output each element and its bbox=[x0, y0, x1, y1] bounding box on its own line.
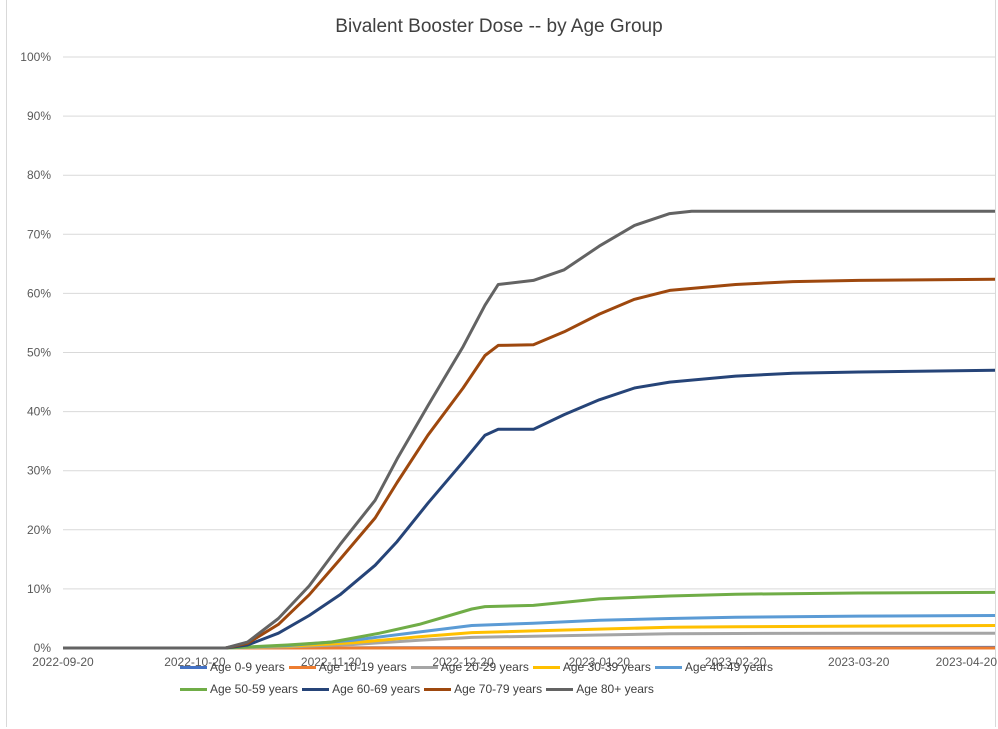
legend-swatch bbox=[180, 665, 207, 669]
legend-label: Age 70-79 years bbox=[454, 682, 543, 696]
legend-item: Age 20-29 years bbox=[410, 660, 529, 674]
legend-label: Age 10-19 years bbox=[318, 660, 407, 674]
y-tick-label: 40% bbox=[27, 405, 51, 419]
legend-label: Age 20-29 years bbox=[440, 660, 529, 674]
legend-item: Age 0-9 years bbox=[180, 660, 285, 674]
legend-swatch bbox=[180, 687, 207, 691]
y-tick-label: 70% bbox=[27, 227, 51, 241]
legend-swatch bbox=[532, 665, 560, 669]
x-tick-label: 2023-04-20 bbox=[936, 655, 998, 669]
x-tick-label: 2022-09-20 bbox=[32, 655, 94, 669]
legend-swatch bbox=[288, 665, 316, 669]
legend-label: Age 50-59 years bbox=[210, 682, 299, 696]
legend: Age 0-9 years Age 10-19 years Age 20-29 ye… bbox=[180, 656, 880, 700]
y-tick-label: 10% bbox=[27, 582, 51, 596]
legend-label: Age 60-69 years bbox=[332, 682, 421, 696]
chart-title: Bivalent Booster Dose -- by Age Group bbox=[335, 16, 663, 37]
series-line bbox=[63, 277, 996, 650]
y-tick-label: 100% bbox=[20, 50, 51, 64]
legend-label: Age 80+ years bbox=[576, 682, 654, 696]
legend-item: Age 70-79 years bbox=[424, 682, 542, 696]
legend-swatch bbox=[654, 665, 682, 669]
legend-item: Age 30-39 years bbox=[532, 660, 651, 674]
legend-label: Age 0-9 years bbox=[210, 660, 285, 674]
x-tick-label: 2022-11-20 bbox=[301, 655, 362, 669]
legend-item: Age 80+ years bbox=[546, 682, 654, 696]
legend-swatch bbox=[424, 687, 452, 691]
y-tick-label: 30% bbox=[27, 464, 51, 478]
series-line bbox=[63, 209, 995, 650]
chart-frame bbox=[6, 0, 996, 727]
legend-swatch bbox=[410, 665, 438, 669]
series-line bbox=[63, 631, 995, 650]
y-tick-label: 0% bbox=[34, 641, 52, 655]
series-line bbox=[63, 590, 996, 650]
y-tick-label: 90% bbox=[27, 109, 51, 123]
legend-swatch bbox=[546, 687, 574, 691]
y-tick-label: 50% bbox=[27, 346, 51, 360]
legend-label: Age 40-49 years bbox=[684, 660, 773, 674]
legend-row: Age 0-9 years Age 10-19 years Age 20-29 ye… bbox=[180, 656, 880, 678]
x-tick-label: 2023-01-20 bbox=[569, 655, 631, 669]
legend-item: Age 60-69 years bbox=[302, 682, 420, 696]
legend-item: Age 50-59 years bbox=[180, 682, 298, 696]
legend-row: Age 50-59 years Age 60-69 years Age 70-79 … bbox=[180, 678, 880, 700]
y-tick-label: 20% bbox=[27, 523, 51, 537]
y-tick-label: 80% bbox=[27, 168, 51, 182]
legend-item: Age 40-49 years bbox=[654, 660, 773, 674]
legend-item: Age 10-19 years bbox=[288, 660, 407, 674]
x-tick-label: 2023-03-20 bbox=[828, 655, 890, 669]
x-tick-label: 2022-10-20 bbox=[164, 655, 226, 669]
legend-label: Age 30-39 years bbox=[562, 660, 651, 674]
series-line bbox=[63, 368, 996, 650]
x-tick-label: 2023-02-20 bbox=[705, 655, 767, 669]
legend-swatch bbox=[302, 687, 330, 691]
x-tick-label: 2022-12-20 bbox=[432, 655, 494, 669]
y-tick-label: 60% bbox=[27, 286, 51, 300]
